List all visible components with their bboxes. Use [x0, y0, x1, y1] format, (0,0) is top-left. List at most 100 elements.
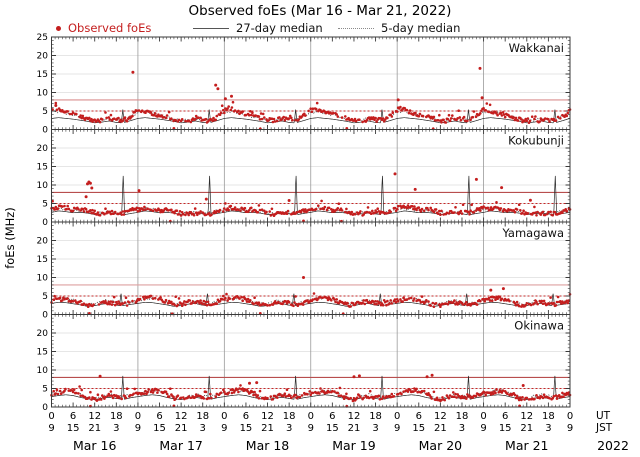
legend: Observed foEs 27-day median 5-day median [0, 21, 640, 35]
legend-median27-label: 27-day median [236, 21, 323, 35]
jst-tick-label: 15 [240, 423, 253, 434]
jst-tick-label: 15 [412, 423, 425, 434]
jst-tick-label: 9 [308, 423, 314, 434]
station-label: Wakkanai [509, 41, 564, 55]
jst-tick-label: 15 [67, 423, 80, 434]
ut-tick-label: 12 [175, 411, 188, 422]
observed-series [50, 172, 572, 223]
y-tick-label: 5 [42, 292, 48, 302]
ut-tick-label: 6 [329, 411, 335, 422]
y-tick-label: 5 [42, 107, 48, 117]
legend-median5-label: 5-day median [381, 21, 461, 35]
jst-tick-label: 15 [153, 423, 166, 434]
observed-series [50, 373, 572, 408]
y-tick-label: 5 [42, 200, 48, 210]
chart-title: Observed foEs (Mar 16 - Mar 21, 2022) [188, 3, 452, 19]
ut-tick-label: 0 [221, 411, 227, 422]
observed-series [50, 276, 572, 316]
y-axis-label: foEs (MHz) [3, 207, 17, 269]
ut-tick-label: 12 [88, 411, 101, 422]
legend-observed: Observed foEs [56, 21, 151, 35]
ut-tick-label: 6 [243, 411, 249, 422]
ut-tick-label: 0 [567, 411, 573, 422]
jst-tick-label: 3 [286, 423, 292, 434]
ut-tick-label: 0 [135, 411, 141, 422]
ut-tick-label: 18 [542, 411, 555, 422]
y-tick-label: 15 [37, 163, 48, 173]
y-tick-label: 10 [37, 366, 49, 376]
ut-tick-label: 6 [156, 411, 162, 422]
ut-tick-label: 6 [502, 411, 508, 422]
jst-tick-label: 21 [348, 423, 361, 434]
panel-kokubunji [50, 129, 572, 223]
y-tick-label: 15 [37, 70, 48, 80]
ut-tick-label: 6 [416, 411, 422, 422]
y-tick-label: 15 [37, 255, 48, 265]
jst-tick-label: 21 [434, 423, 447, 434]
jst-tick-label: 9 [394, 423, 400, 434]
ut-tick-label: 18 [196, 411, 209, 422]
panel-okinawa [50, 314, 572, 408]
median27-series [51, 109, 570, 124]
ut-tick-label: 12 [261, 411, 274, 422]
jst-tick-label: 21 [520, 423, 533, 434]
ut-tick-label: 18 [456, 411, 469, 422]
solid-line-icon [193, 27, 229, 29]
jst-tick-label: 21 [261, 423, 274, 434]
y-tick-label: 20 [37, 52, 49, 62]
jst-tick-label: 3 [200, 423, 206, 434]
day-label: Mar 16 [73, 438, 117, 453]
dotted-line-icon [338, 27, 374, 29]
ut-tick-label: 12 [434, 411, 447, 422]
jst-tick-label: 21 [88, 423, 101, 434]
day-label: Mar 20 [419, 438, 463, 453]
y-tick-label: 0 [42, 311, 48, 321]
ut-tick-label: 18 [369, 411, 382, 422]
ut-tick-label: 0 [48, 411, 54, 422]
jst-tick-label: 9 [480, 423, 486, 434]
legend-median27: 27-day median [193, 21, 323, 35]
station-label: Kokubunji [508, 134, 564, 148]
ut-tick-label: 6 [70, 411, 76, 422]
jst-tick-label: 15 [499, 423, 512, 434]
y-tick-label: 20 [37, 144, 49, 154]
legend-observed-label: Observed foEs [68, 21, 152, 35]
jst-tick-label: 9 [221, 423, 227, 434]
jst-tick-label: 15 [326, 423, 339, 434]
jst-axis-label: JST [595, 422, 613, 434]
median5-series [51, 109, 570, 123]
y-tick-label: 20 [37, 329, 49, 339]
jst-tick-label: 9 [135, 423, 141, 434]
jst-tick-label: 3 [113, 423, 119, 434]
day-label: Mar 18 [246, 438, 290, 453]
panel-yamagawa [50, 221, 572, 316]
day-label: Mar 21 [505, 438, 548, 453]
ut-tick-label: 18 [110, 411, 123, 422]
y-tick-label: 0 [42, 126, 48, 136]
y-tick-label: 10 [37, 89, 49, 99]
jst-tick-label: 3 [545, 423, 551, 434]
ut-tick-label: 18 [283, 411, 296, 422]
observed-dot-icon [56, 25, 61, 31]
y-tick-label: 20 [37, 237, 49, 247]
legend-median5: 5-day median [338, 21, 460, 35]
y-tick-label: 10 [37, 274, 49, 284]
ut-tick-label: 0 [308, 411, 314, 422]
jst-tick-label: 3 [459, 423, 465, 434]
y-tick-label: 5 [42, 385, 48, 395]
ut-axis-label: UT [596, 410, 611, 422]
y-tick-label: 0 [42, 218, 48, 228]
median27-series [51, 293, 570, 307]
y-tick-label: 15 [37, 348, 48, 358]
station-label: Yamagawa [501, 226, 564, 240]
y-tick-label: 25 [37, 33, 48, 43]
ut-tick-label: 12 [520, 411, 533, 422]
ut-tick-label: 0 [480, 411, 486, 422]
jst-tick-label: 21 [175, 423, 188, 434]
ut-tick-label: 12 [348, 411, 361, 422]
observed-series [51, 66, 572, 131]
y-tick-label: 0 [42, 403, 48, 413]
ut-tick-label: 0 [394, 411, 400, 422]
